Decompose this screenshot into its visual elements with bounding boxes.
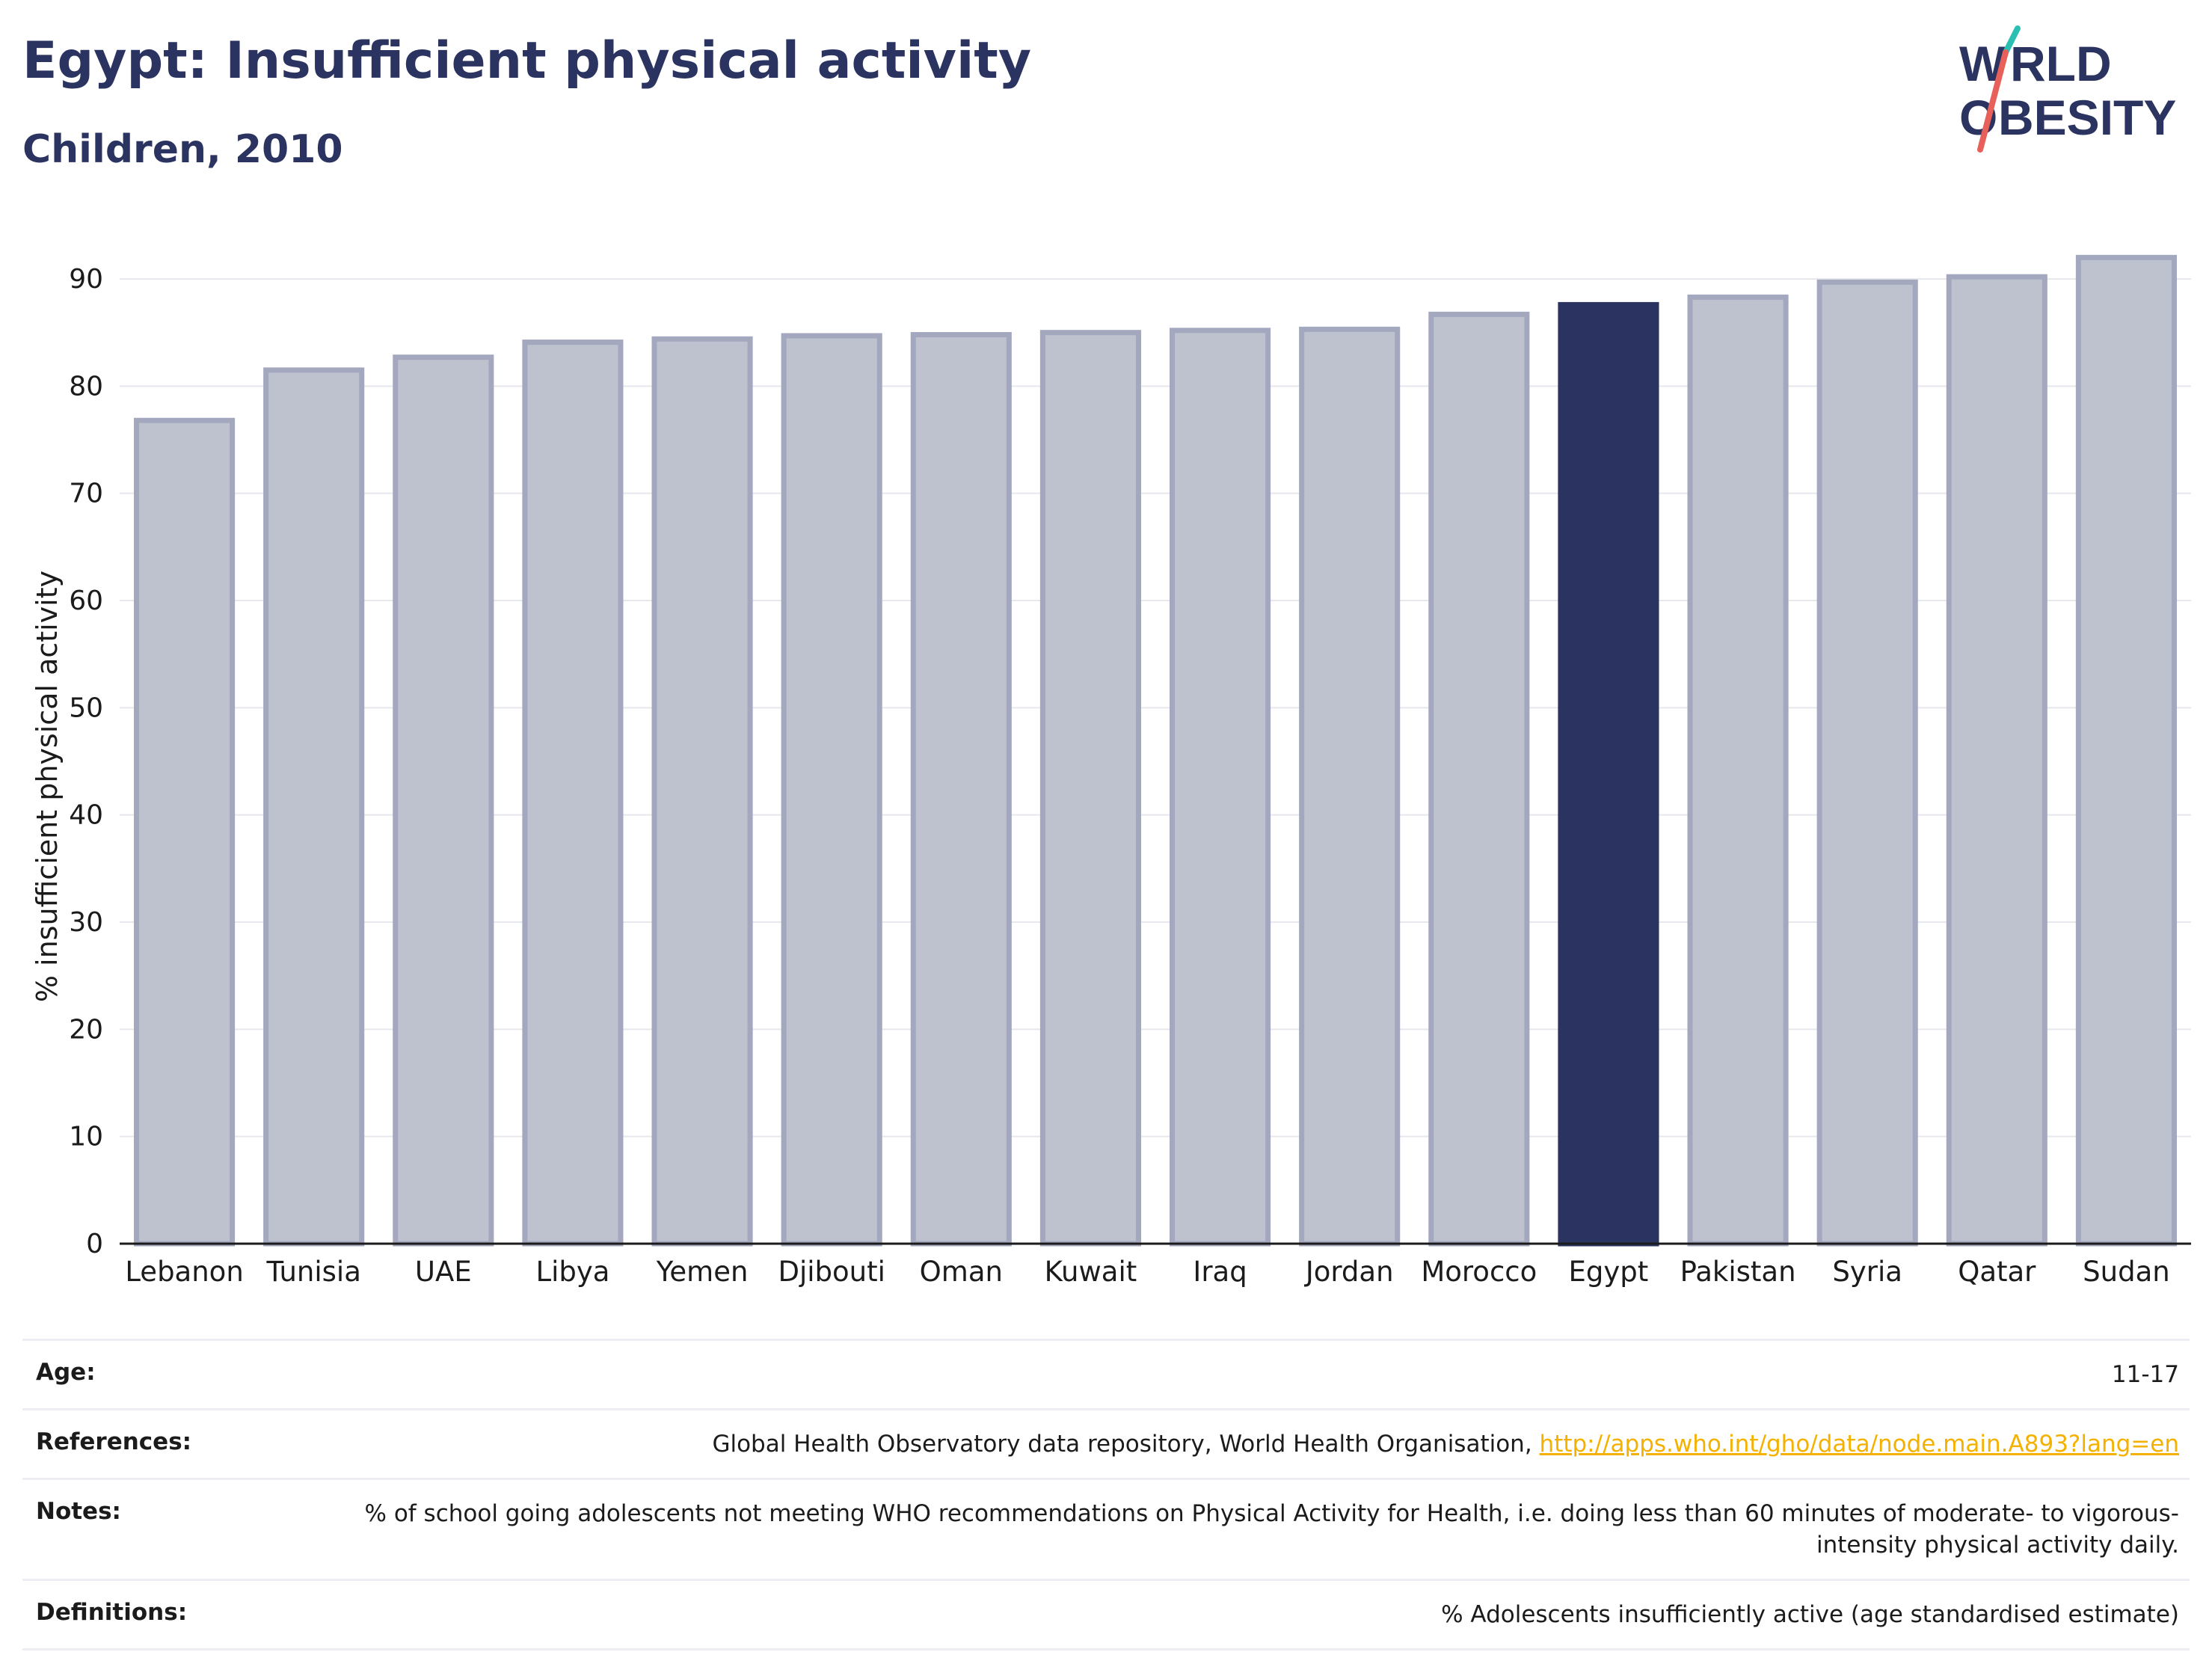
- y-tick-label: 50: [69, 693, 103, 723]
- x-tick-label: Qatar: [1958, 1256, 2036, 1288]
- x-tick-label: Sudan: [2083, 1256, 2170, 1288]
- x-tick-label: Yemen: [656, 1256, 749, 1288]
- bar-syria: [1816, 279, 1918, 1247]
- reference-text: Global Health Observatory data repositor…: [712, 1431, 1540, 1458]
- page-subtitle: Children, 2010: [22, 127, 343, 172]
- bar-yemen: [651, 336, 753, 1247]
- svg-text:BESITY: BESITY: [1998, 90, 2176, 145]
- x-tick-label: Pakistan: [1680, 1256, 1796, 1288]
- bar-uae: [393, 354, 494, 1247]
- bar-libya: [522, 340, 624, 1247]
- meta-row-references: References: Global Health Observatory da…: [22, 1408, 2190, 1478]
- y-tick-label: 20: [69, 1014, 103, 1045]
- y-tick-label: 70: [69, 479, 103, 509]
- bar-chart: 0 10 20 30 40 50 60 70 80 90 Lebanon Tunisia UAE Liby…: [31, 254, 2191, 1288]
- x-tick-label: Tunisia: [265, 1256, 360, 1288]
- x-tick-label: Libya: [535, 1256, 609, 1288]
- x-tick-label: Oman: [920, 1256, 1003, 1288]
- meta-row-definitions: Definitions: % Adolescents insufficientl…: [22, 1579, 2190, 1651]
- meta-value: 11-17: [2111, 1361, 2179, 1388]
- bar-djibouti: [781, 333, 882, 1247]
- meta-label: Definitions:: [36, 1599, 188, 1626]
- metadata-table: Age: 11-17 References: Global Health Obs…: [22, 1339, 2190, 1651]
- bar-jordan: [1299, 326, 1401, 1247]
- bar-egypt: [1558, 301, 1659, 1247]
- meta-label: Age:: [36, 1359, 96, 1386]
- meta-label: References:: [36, 1428, 192, 1455]
- y-tick-label: 90: [69, 264, 103, 295]
- reference-link[interactable]: http://apps.who.int/gho/data/node.main.A…: [1539, 1431, 2179, 1458]
- meta-row-age: Age: 11-17: [22, 1339, 2190, 1408]
- x-tick-label: Syria: [1832, 1256, 1902, 1288]
- meta-value: % of school going adolescents not meetin…: [364, 1500, 2179, 1559]
- y-tick-label: 80: [69, 371, 103, 402]
- y-tick-label: 40: [69, 800, 103, 831]
- bar-tunisia: [263, 367, 365, 1247]
- x-tick-label: Morocco: [1421, 1256, 1537, 1288]
- x-tick-label: UAE: [415, 1256, 472, 1288]
- bar-morocco: [1428, 311, 1530, 1247]
- bar-iraq: [1170, 328, 1271, 1247]
- bar-pakistan: [1687, 294, 1789, 1247]
- x-tick-label: Kuwait: [1045, 1256, 1137, 1288]
- page-title: Egypt: Insufficient physical activity: [22, 31, 1032, 90]
- y-tick-label: 30: [69, 907, 103, 938]
- bar-qatar: [1946, 274, 2047, 1247]
- y-tick-label: 10: [69, 1122, 103, 1152]
- bar-lebanon: [134, 417, 236, 1247]
- x-tick-label: Jordan: [1304, 1256, 1394, 1288]
- x-tick-label: Djibouti: [778, 1256, 885, 1288]
- x-tick-label: Egypt: [1569, 1256, 1649, 1288]
- meta-value: Global Health Observatory data repositor…: [350, 1428, 2179, 1460]
- meta-value: % Adolescents insufficiently active (age…: [1441, 1601, 2179, 1628]
- y-axis-title: % insufficient physical activity: [31, 571, 64, 1002]
- meta-label: Notes:: [36, 1498, 121, 1525]
- x-tick-label: Iraq: [1193, 1256, 1247, 1288]
- world-obesity-logo: W RLD O BESITY: [1959, 25, 2176, 153]
- bar-sudan: [2075, 254, 2177, 1247]
- meta-row-notes: Notes: % of school going adolescents not…: [22, 1478, 2190, 1579]
- bar-oman: [910, 332, 1012, 1247]
- y-tick-label: 0: [86, 1229, 103, 1259]
- x-tick-label: Lebanon: [125, 1256, 243, 1288]
- y-tick-label: 60: [69, 586, 103, 616]
- bar-kuwait: [1039, 330, 1141, 1247]
- svg-text:RLD: RLD: [2010, 36, 2112, 91]
